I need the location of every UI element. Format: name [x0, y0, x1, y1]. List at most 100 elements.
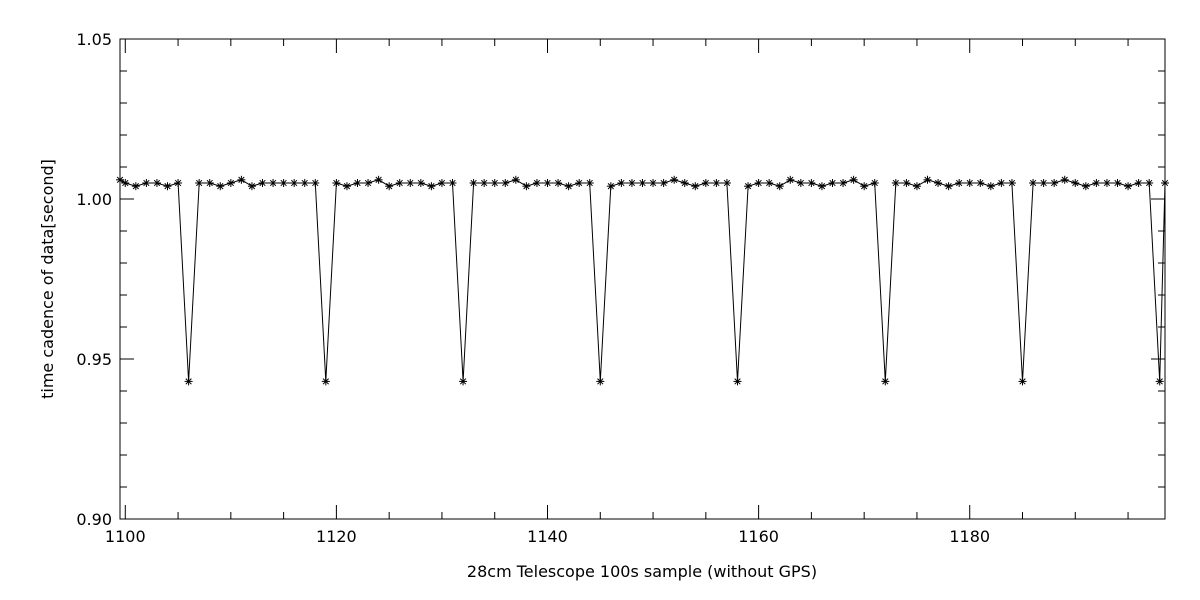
data-markers: [116, 175, 1169, 386]
data-point: [258, 179, 267, 187]
data-point: [564, 182, 573, 191]
data-point: [585, 179, 594, 187]
data-point: [659, 179, 668, 187]
data-point: [860, 182, 869, 191]
data-point: [944, 182, 953, 191]
data-point: [1081, 182, 1090, 191]
data-point: [364, 179, 373, 187]
data-point: [1060, 175, 1069, 184]
data-point: [976, 179, 985, 187]
data-point: [1092, 179, 1101, 187]
data-point: [786, 175, 795, 184]
data-point: [1145, 179, 1154, 187]
data-point: [1113, 179, 1122, 187]
data-point: [680, 179, 689, 187]
data-point: [300, 179, 309, 187]
data-point: [839, 179, 848, 187]
data-point: [205, 179, 214, 187]
data-point: [290, 179, 299, 187]
data-point: [247, 182, 256, 191]
data-point: [796, 179, 805, 187]
x-tick-label: 1160: [738, 527, 779, 546]
data-point: [1018, 377, 1027, 386]
y-tick-label: 1.05: [76, 30, 112, 49]
data-point: [1050, 179, 1059, 187]
data-point: [163, 182, 172, 191]
data-point: [216, 182, 225, 191]
data-point: [416, 179, 425, 187]
y-tick-label: 0.90: [76, 510, 112, 529]
y-tick-label: 0.95: [76, 350, 112, 369]
data-point: [121, 179, 130, 187]
data-point: [437, 179, 446, 187]
axis-tick-labels: 1100 1120 1140 1160 1180 0.90 0.95 1.00 1.05: [76, 30, 990, 546]
data-point: [701, 179, 710, 187]
data-point: [775, 182, 784, 191]
data-point: [311, 179, 320, 187]
data-point: [480, 179, 489, 187]
data-point: [385, 182, 394, 191]
data-point: [828, 179, 837, 187]
data-point: [142, 179, 151, 187]
plot-frame: [119, 38, 1166, 520]
data-point: [722, 179, 731, 187]
data-point: [1124, 182, 1133, 191]
data-point: [575, 179, 584, 187]
data-point: [881, 377, 890, 386]
data-point: [733, 377, 742, 386]
data-point: [469, 179, 478, 187]
data-point: [912, 182, 921, 191]
data-point: [849, 175, 858, 184]
data-point: [691, 182, 700, 191]
data-point: [596, 377, 605, 386]
y-axis-label: time cadence of data[second]: [38, 159, 57, 399]
x-tick-label: 1180: [949, 527, 990, 546]
data-point: [501, 179, 510, 187]
data-point: [986, 182, 995, 191]
data-point: [406, 179, 415, 187]
data-point: [627, 179, 636, 187]
data-point: [269, 179, 278, 187]
data-point: [1007, 179, 1016, 187]
data-point: [195, 179, 204, 187]
data-point: [116, 175, 124, 184]
data-point: [1029, 179, 1038, 187]
data-point: [448, 179, 457, 187]
data-point: [1071, 179, 1080, 187]
data-point: [765, 179, 774, 187]
data-point: [1161, 179, 1169, 187]
x-tick-label: 1140: [527, 527, 568, 546]
data-point: [353, 179, 362, 187]
data-point: [427, 182, 436, 191]
data-point: [1155, 377, 1164, 386]
data-point: [870, 179, 879, 187]
data-point: [902, 179, 911, 187]
data-point: [934, 179, 943, 187]
data-point: [511, 175, 520, 184]
data-point: [184, 377, 193, 386]
data-point: [997, 179, 1006, 187]
data-point: [532, 179, 541, 187]
data-point: [1039, 179, 1048, 187]
x-axis-label: 28cm Telescope 100s sample (without GPS): [467, 562, 817, 581]
data-point: [670, 175, 679, 184]
data-point: [744, 182, 753, 191]
data-point: [543, 179, 552, 187]
series-line: [119, 179, 1166, 382]
axis-ticks: [120, 38, 1165, 520]
data-point: [395, 179, 404, 187]
data-point: [807, 179, 816, 187]
x-tick-label: 1120: [316, 527, 357, 546]
data-point: [754, 179, 763, 187]
data-point: [332, 179, 341, 187]
data-point: [1102, 179, 1111, 187]
x-tick-label: 1100: [105, 527, 146, 546]
data-point: [891, 179, 900, 187]
data-point: [279, 179, 288, 187]
data-point: [554, 179, 563, 187]
data-point: [131, 182, 140, 191]
data-point: [321, 377, 330, 386]
data-point: [1134, 179, 1143, 187]
data-point: [174, 179, 183, 187]
